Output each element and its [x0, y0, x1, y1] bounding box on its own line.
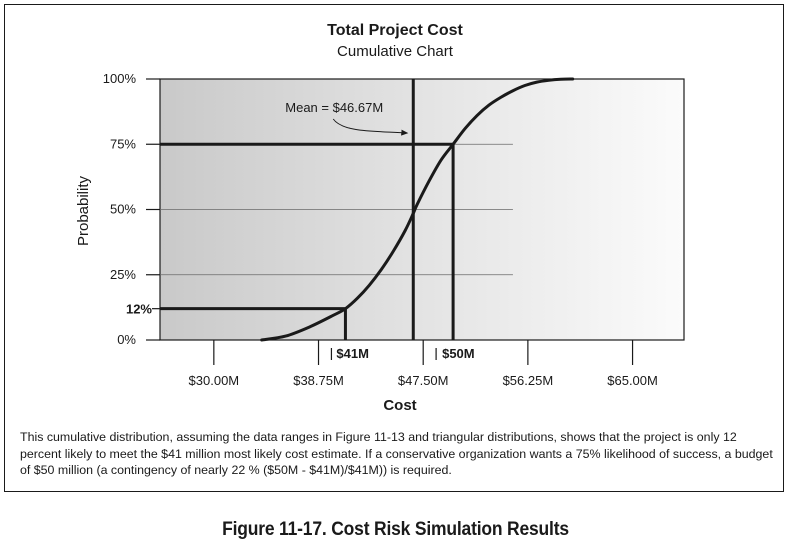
- p75-cost-label: $50M: [442, 346, 475, 361]
- mean-label: Mean = $46.67M: [285, 100, 383, 115]
- mean-arrow: [332, 118, 409, 136]
- series-layer: [260, 77, 575, 342]
- x-tick-label: $56.25M: [503, 373, 554, 388]
- y-tick-label: 50%: [110, 202, 136, 217]
- cumulative-curve: [260, 77, 575, 342]
- y-axis-label: Probability: [75, 175, 92, 246]
- x-axis-ticks: $30.00M $38.75M $47.50M $56.25M $65.00M: [189, 340, 658, 388]
- x-tick-label: $65.00M: [607, 373, 658, 388]
- figure-caption: This cumulative distribution, assuming t…: [20, 430, 773, 477]
- chart-title: Total Project Cost: [327, 22, 463, 39]
- y-axis-ticks: 100% 75% 50% 25% 0%: [103, 71, 160, 347]
- y-tick-label: 75%: [110, 136, 136, 151]
- x-tick-label: $30.00M: [189, 373, 240, 388]
- y-tick-label: 0%: [117, 332, 136, 347]
- annotations: 12% $41M $50M Mean = $46.67M: [126, 100, 475, 361]
- p12-cost-label: $41M: [336, 346, 369, 361]
- x-tick-label: $38.75M: [293, 373, 344, 388]
- figure-frame: [4, 4, 784, 492]
- y-tick-label: 25%: [110, 267, 136, 282]
- cumulative-cost-chart: Total Project Cost Cumulative Chart 100%…: [75, 22, 685, 414]
- y-tick-label: 100%: [103, 71, 137, 86]
- p12-label: 12%: [126, 302, 152, 317]
- figure-title: Figure 11-17. Cost Risk Simulation Resul…: [222, 519, 569, 540]
- x-axis-label: Cost: [383, 397, 416, 414]
- x-tick-label: $47.50M: [398, 373, 449, 388]
- chart-subtitle: Cumulative Chart: [337, 43, 454, 60]
